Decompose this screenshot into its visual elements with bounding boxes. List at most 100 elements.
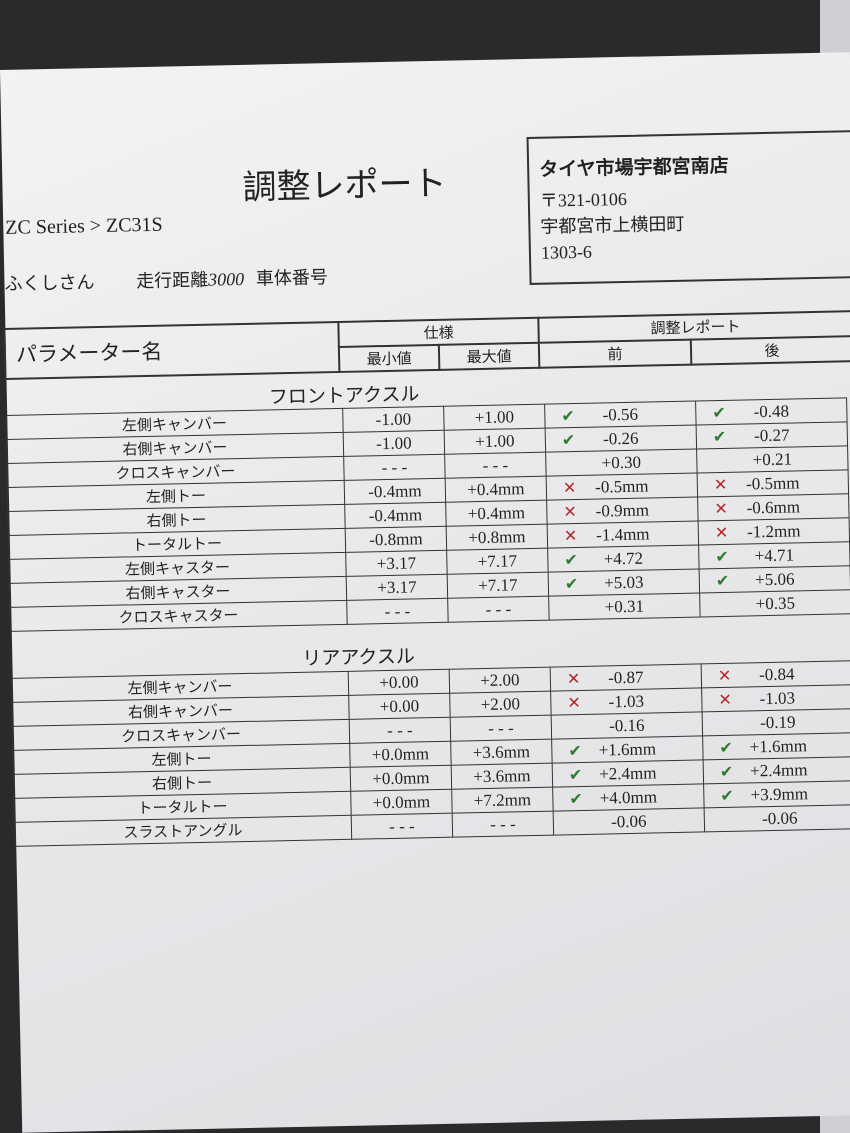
param-name-text: クロスキャンバー	[115, 462, 236, 483]
max-value: +1.00	[443, 404, 546, 431]
after-value-text: +1.6mm	[749, 735, 808, 756]
after-value-text: -0.6mm	[746, 496, 801, 517]
report-paper: 調整レポート ZC Series > ZC31S ふくしさん 走行距離3000 …	[0, 52, 850, 1133]
min-value-text: -0.4mm	[368, 480, 422, 501]
after-value-text: -0.48	[753, 401, 790, 421]
before-value: -0.06	[553, 807, 705, 836]
before-value-text: -1.03	[608, 691, 645, 711]
after-value: +0.35	[699, 589, 850, 617]
x-icon: ✕	[713, 474, 728, 495]
before-value-text: -0.9mm	[595, 500, 650, 521]
after-value-text: +2.4mm	[749, 759, 808, 780]
before-value-text: -0.87	[607, 667, 644, 687]
mileage-value: 3000	[207, 268, 245, 290]
min-value: -1.00	[343, 430, 445, 457]
min-value-text: +0.00	[379, 695, 420, 716]
max-value-text: +1.00	[475, 430, 515, 451]
after-value: -0.06	[704, 804, 850, 832]
x-icon: ✕	[718, 689, 732, 710]
after-value: +0.21	[696, 445, 849, 473]
min-value: +3.17	[345, 550, 448, 577]
max-header: 最大値	[438, 342, 540, 370]
min-value-text: -1.00	[375, 408, 412, 429]
param-name-text: スラストアングル	[123, 821, 243, 842]
after-value-text: -0.5mm	[745, 472, 800, 493]
x-icon: ✕	[714, 498, 728, 519]
min-value-text: -0.4mm	[368, 504, 423, 525]
before-value: ✔ +5.03	[548, 568, 700, 597]
check-icon: ✔	[564, 574, 579, 594]
min-value: -0.4mm	[344, 502, 447, 529]
before-value-text: +0.30	[601, 452, 642, 472]
after-value: ✔ +2.4mm	[703, 756, 850, 784]
x-icon: ✕	[717, 665, 732, 686]
page-title: 調整レポート	[242, 163, 447, 208]
min-value-text: +3.17	[376, 552, 417, 573]
check-icon: ✔	[564, 550, 578, 570]
min-value: +0.00	[348, 693, 451, 720]
mileage-label: 走行距離	[135, 269, 209, 293]
after-value-text: +5.06	[754, 568, 795, 589]
min-value-text: -1.00	[375, 432, 412, 453]
min-value: +0.0mm	[350, 789, 453, 816]
max-value-text: +7.2mm	[473, 789, 532, 810]
before-value: ✕ -0.87	[550, 663, 702, 692]
param-name-text: 左側キャンバー	[121, 414, 228, 435]
min-value: -0.4mm	[344, 478, 446, 505]
max-value: +2.00	[449, 691, 552, 718]
param-header: パラメーター名	[4, 321, 340, 379]
check-icon: ✔	[712, 402, 726, 423]
check-icon: ✔	[719, 737, 733, 758]
after-value: ✔ +3.9mm	[703, 780, 850, 808]
before-value: -0.16	[551, 711, 703, 740]
x-icon: ✕	[567, 692, 581, 713]
before-value: ✔ +4.0mm	[552, 783, 705, 812]
after-value: ✔ +1.6mm	[702, 732, 850, 760]
max-value-text: - - -	[485, 598, 512, 619]
after-value: ✔ -0.27	[696, 421, 848, 449]
param-name-text: トータルトー	[137, 797, 228, 818]
max-value: +7.17	[447, 572, 549, 599]
max-value-text: +0.4mm	[467, 478, 525, 499]
max-value: +1.00	[444, 428, 546, 455]
store-box: タイヤ市場宇都宮南店 〒321-0106 宇都宮市上横田町 1303-6	[526, 130, 850, 285]
before-value-text: +4.72	[603, 548, 644, 568]
table-header: パラメーター名 仕様 調整レポート 最小値 最大値 前 後	[3, 310, 850, 380]
section-title-front: フロントアクスル	[268, 383, 420, 409]
min-value: - - -	[349, 717, 451, 744]
max-value-text: +0.4mm	[467, 502, 526, 523]
after-value: ✕ -0.6mm	[697, 493, 850, 521]
before-value-text: -1.4mm	[595, 524, 650, 545]
param-name-text: 右側トー	[151, 773, 213, 793]
before-value-text: +5.03	[603, 572, 644, 592]
max-value: +0.4mm	[445, 500, 548, 527]
x-icon: ✕	[714, 522, 729, 543]
chassis-label: 車体番号	[255, 267, 329, 290]
min-value: +3.17	[346, 574, 448, 601]
param-name-text: 右側キャスター	[125, 582, 231, 603]
before-value: ✔ +4.72	[547, 544, 700, 573]
before-value-text: -0.5mm	[594, 476, 649, 497]
check-icon: ✔	[569, 788, 583, 809]
check-icon: ✔	[715, 570, 730, 591]
after-value-text: +3.9mm	[750, 783, 809, 804]
before-value: ✔ -0.56	[544, 401, 697, 429]
min-value: -1.00	[342, 406, 445, 433]
min-value-text: - - -	[386, 720, 413, 740]
param-name-text: トータルトー	[131, 534, 223, 555]
x-icon: ✕	[563, 526, 578, 546]
store-address-number: 1303-6	[540, 241, 593, 263]
param-name-text: 左側トー	[145, 486, 207, 507]
after-value: -0.19	[702, 708, 850, 736]
before-value: ✔ +1.6mm	[551, 735, 704, 764]
min-value-text: - - -	[388, 815, 415, 836]
max-value: - - -	[447, 596, 550, 623]
param-name-text: 右側キャンバー	[122, 438, 228, 459]
after-value: ✔ +5.06	[699, 565, 850, 593]
before-value-text: +2.4mm	[599, 762, 657, 784]
max-value: - - -	[452, 811, 554, 838]
check-icon: ✔	[568, 764, 583, 785]
min-value: +0.0mm	[350, 765, 452, 792]
max-value-text: +0.8mm	[468, 526, 526, 547]
check-icon: ✔	[715, 546, 729, 567]
